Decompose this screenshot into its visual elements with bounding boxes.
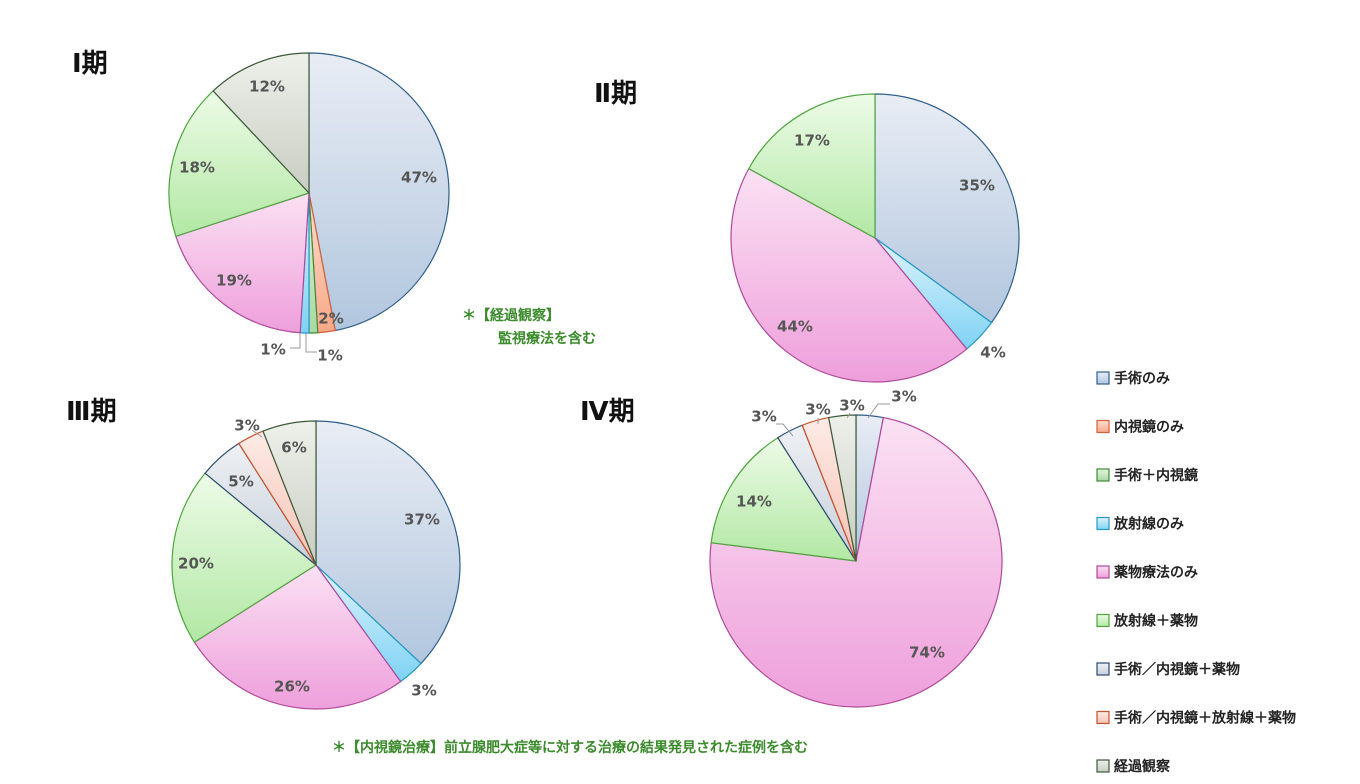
- data-label: 2%: [318, 310, 343, 328]
- legend-item: 手術／内視鏡＋放射線＋薬物: [1096, 710, 1296, 727]
- data-label: 44%: [777, 318, 813, 336]
- legend-item: 薬物療法のみ: [1096, 564, 1198, 581]
- legend-swatch: [1096, 565, 1110, 579]
- data-label: 1%: [317, 347, 342, 365]
- data-label: 5%: [228, 473, 253, 491]
- data-label: 3%: [805, 401, 830, 419]
- data-label: 14%: [736, 493, 772, 511]
- legend-swatch: [1096, 613, 1110, 628]
- legend-swatch: [1096, 419, 1110, 434]
- pie-slice: [262, 420, 317, 566]
- legend-item: 手術＋内視鏡: [1096, 467, 1198, 484]
- data-label: 18%: [179, 159, 215, 177]
- legend-item: 経過観察: [1096, 758, 1171, 775]
- data-label: 17%: [794, 132, 830, 150]
- leader-line: [867, 403, 890, 419]
- legend-label: 内視鏡のみ: [1114, 419, 1184, 436]
- pie-slice: [827, 414, 857, 562]
- pie-slice: [168, 90, 311, 238]
- data-label: 12%: [249, 78, 285, 96]
- legend-item: 手術のみ: [1096, 370, 1170, 387]
- data-label: 3%: [411, 682, 436, 700]
- legend-swatch: [1096, 710, 1110, 725]
- legend-item: 放射線＋薬物: [1096, 613, 1198, 630]
- legend-item: 放射線のみ: [1096, 516, 1184, 533]
- legend-swatch: [1096, 468, 1110, 482]
- pie-slice: [175, 192, 310, 334]
- data-label: 37%: [404, 511, 440, 529]
- leader-line: [251, 429, 263, 438]
- pie-slice: [315, 420, 461, 665]
- pie-slice: [747, 93, 876, 240]
- data-label: 6%: [281, 439, 306, 457]
- pie-slice: [709, 416, 1003, 708]
- pie-chart-stage3: 37% 3% 26% 20% 5% 3% 6%: [171, 417, 461, 710]
- pie-chart-stage4: 3% 74% 14% 3% 3% 3%: [709, 388, 1003, 708]
- legend-swatch: [1096, 371, 1110, 385]
- data-label: 4%: [980, 344, 1005, 362]
- legend-item: 手術／内視鏡＋薬物: [1096, 661, 1240, 678]
- legend-label: 薬物療法のみ: [1114, 564, 1198, 581]
- note-endoscopy: ＊【内視鏡治療】前立腺肥大症等に対する治療の結果発見された症例を含む: [332, 739, 808, 756]
- note-observation-title: ＊【経過観察】: [462, 307, 560, 324]
- pie-slice: [730, 167, 968, 383]
- legend-label: 手術／内視鏡＋放射線＋薬物: [1114, 710, 1296, 727]
- pie-title-stage1: Ⅰ期: [72, 49, 108, 79]
- data-label: 20%: [178, 555, 214, 573]
- data-label: 35%: [959, 177, 995, 195]
- note-observation-body: 監視療法を含む: [498, 330, 596, 347]
- legend-label: 手術のみ: [1114, 370, 1170, 387]
- leader-line: [290, 328, 301, 349]
- legend-label: 手術／内視鏡＋薬物: [1114, 661, 1240, 678]
- pie-title-stage4: Ⅳ期: [580, 397, 635, 427]
- legend: 手術のみ内視鏡のみ手術＋内視鏡放射線のみ薬物療法のみ放射線＋薬物手術／内視鏡＋薬…: [1096, 370, 1296, 775]
- data-label: 3%: [234, 417, 259, 435]
- legend-label: 手術＋内視鏡: [1114, 467, 1198, 484]
- legend-label: 経過観察: [1114, 758, 1171, 775]
- pie-slice: [193, 564, 402, 710]
- pie-slice: [212, 52, 310, 195]
- data-label: 1%: [260, 341, 285, 359]
- pie-slice: [171, 472, 318, 643]
- leader-line: [846, 412, 851, 419]
- pie-slice: [710, 436, 858, 562]
- legend-swatch: [1096, 516, 1110, 531]
- data-label: 47%: [401, 169, 437, 187]
- pie-title-stage2: Ⅱ期: [594, 79, 637, 109]
- legend-swatch: [1096, 759, 1110, 773]
- legend-swatch: [1096, 662, 1110, 676]
- data-label: 26%: [274, 678, 310, 696]
- leader-line: [305, 328, 317, 353]
- data-label: 3%: [891, 388, 916, 406]
- leader-line: [776, 423, 794, 437]
- pie-chart-stage1: 47% 2% 1% 1% 19% 18% 12%: [168, 52, 450, 365]
- legend-label: 放射線＋薬物: [1113, 613, 1198, 630]
- legend-label: 放射線のみ: [1113, 516, 1184, 533]
- pie-slice: [874, 93, 1020, 324]
- data-label: 3%: [839, 397, 864, 415]
- pie-chart-stage2: 35% 4% 44% 17%: [730, 93, 1020, 383]
- data-label: 19%: [216, 272, 252, 290]
- pie-slice: [308, 52, 450, 332]
- data-label: 3%: [751, 408, 776, 426]
- legend-item: 内視鏡のみ: [1096, 419, 1184, 436]
- data-label: 74%: [909, 644, 945, 662]
- pie-title-stage3: Ⅲ期: [66, 397, 117, 427]
